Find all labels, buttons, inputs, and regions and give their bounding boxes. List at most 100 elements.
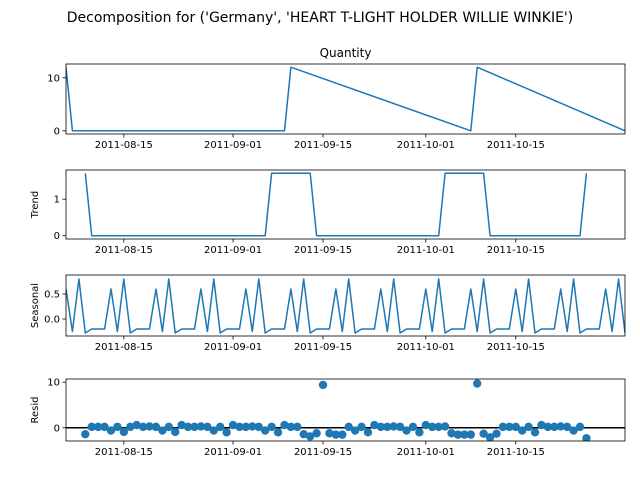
panel-resid-point <box>524 422 533 432</box>
panel-resid-point <box>190 422 199 432</box>
panel-resid-point <box>569 426 578 435</box>
panel-resid-ytick-label: 10 <box>47 378 60 389</box>
panel-resid-point <box>537 420 546 430</box>
panel-resid-point <box>293 422 302 432</box>
panel-resid-point <box>248 422 257 431</box>
panel-trend-xtick-label: 2011-09-15 <box>294 245 352 256</box>
panel-seasonal-ylabel: Seasonal <box>30 283 41 328</box>
panel-resid-point <box>383 422 392 432</box>
panel-resid-point <box>280 420 289 430</box>
panel-resid-point <box>196 422 206 431</box>
panel-resid-point <box>492 429 501 438</box>
panel-trend-xtick-label: 2011-10-01 <box>397 245 455 256</box>
panel-resid-ytick-label: 0 <box>54 423 60 434</box>
panel-resid-point <box>260 426 270 435</box>
panel-resid-point <box>350 426 360 435</box>
panel-seasonal-xtick-label: 2011-09-01 <box>204 342 262 353</box>
panel-resid-point <box>100 422 109 432</box>
panel-observed-xtick-label: 2011-10-01 <box>397 140 455 151</box>
panel-seasonal-xtick-label: 2011-10-01 <box>397 342 455 353</box>
panel-trend-ytick-label: 0 <box>54 231 60 242</box>
panel-resid-point <box>453 430 463 439</box>
panel-resid-point <box>421 420 431 430</box>
panel-resid-point <box>498 422 508 432</box>
panel-resid-xtick-label: 2011-09-01 <box>204 447 262 458</box>
panel-resid-point <box>428 422 437 432</box>
panel-resid-point <box>209 426 218 435</box>
panel-resid-point <box>543 422 553 432</box>
panel-resid-point <box>505 422 514 432</box>
panel-resid-frame <box>65 378 626 442</box>
panel-seasonal-series-line <box>66 278 625 334</box>
panel-resid-point <box>485 433 495 441</box>
panel-resid-point <box>562 422 572 432</box>
panel-resid-point <box>415 428 424 437</box>
panel-resid-point <box>434 422 443 432</box>
panel-resid-point <box>312 429 321 438</box>
panel-resid-point <box>222 428 231 437</box>
panel-observed-ytick-label: 0 <box>54 126 60 137</box>
panel-resid-xtick-label: 2011-09-15 <box>294 447 352 458</box>
panel-seasonal-xtick-label: 2011-08-15 <box>95 342 153 353</box>
panel-resid-xtick-label: 2011-10-01 <box>397 447 455 458</box>
panel-seasonal-xtick-label: 2011-09-15 <box>294 342 352 353</box>
panel-resid-point <box>299 429 308 439</box>
panel-resid-point <box>254 422 263 432</box>
panel-seasonal-xtick-label: 2011-10-15 <box>487 342 545 353</box>
panel-resid-point <box>389 422 398 431</box>
panel-observed-xtick-label: 2011-10-15 <box>487 140 545 151</box>
panel-resid-point <box>164 422 174 432</box>
panel-resid-point <box>126 422 135 432</box>
panel-resid-point <box>241 422 251 432</box>
panel-resid-point <box>357 422 366 432</box>
panel-resid-point <box>460 430 469 439</box>
panel-resid-point <box>318 380 328 390</box>
panel-resid-point <box>119 427 129 437</box>
panel-resid-point <box>338 430 347 439</box>
panel-resid-point <box>466 430 475 439</box>
panel-resid-xtick-label: 2011-08-15 <box>95 447 153 458</box>
panel-resid-point <box>556 422 565 431</box>
panel-resid-point <box>235 422 244 432</box>
panel-observed-xtick-label: 2011-08-15 <box>95 140 153 151</box>
panel-resid-point <box>447 429 456 438</box>
panel-resid-point <box>81 429 90 439</box>
panel-resid-point <box>132 420 141 430</box>
panel-resid-point <box>203 422 212 432</box>
panel-resid-point <box>395 422 405 432</box>
panel-seasonal-frame <box>65 274 626 337</box>
panel-observed-ytick-label: 10 <box>47 73 60 84</box>
panel-resid-point <box>363 428 373 437</box>
panel-trend-xtick-label: 2011-09-01 <box>204 245 262 256</box>
panel-resid-point <box>331 430 341 439</box>
panel-resid-point <box>550 422 559 432</box>
panel-resid-point <box>177 420 186 430</box>
panel-observed-xtick-label: 2011-09-01 <box>204 140 262 151</box>
panel-resid-point <box>267 422 276 432</box>
figure-suptitle: Decomposition for ('Germany', 'HEART T-L… <box>67 10 574 26</box>
panel-resid-point <box>228 420 238 430</box>
panel-resid-xtick-label: 2011-10-15 <box>487 447 545 458</box>
panel-resid-point <box>151 422 161 432</box>
panel-resid-ylabel: Resid <box>30 397 41 424</box>
panel-observed-frame <box>65 63 626 135</box>
panel-resid-point <box>408 422 418 432</box>
panel-resid-point <box>344 422 353 432</box>
panel-observed-series-line <box>66 66 625 132</box>
panel-resid-point <box>273 428 283 437</box>
panel-resid-point <box>376 422 386 432</box>
panel-trend-series-line <box>84 172 588 237</box>
panel-resid-point <box>113 422 122 432</box>
panel-trend-frame <box>65 169 626 240</box>
panel-resid-point <box>171 427 180 437</box>
panel-resid-point <box>305 432 315 441</box>
panel-trend-ytick-label: 1 <box>54 195 60 206</box>
panel-trend-ylabel: Trend <box>30 191 41 219</box>
panel-seasonal-ytick-label: 0.0 <box>44 315 60 326</box>
panel-trend-xtick-label: 2011-08-15 <box>95 245 153 256</box>
panel-resid-point <box>325 429 334 438</box>
panel-observed-xtick-label: 2011-09-15 <box>294 140 352 151</box>
panel-resid-point <box>286 422 296 432</box>
panel-resid-point <box>479 429 488 438</box>
panel-resid-point <box>440 422 450 431</box>
